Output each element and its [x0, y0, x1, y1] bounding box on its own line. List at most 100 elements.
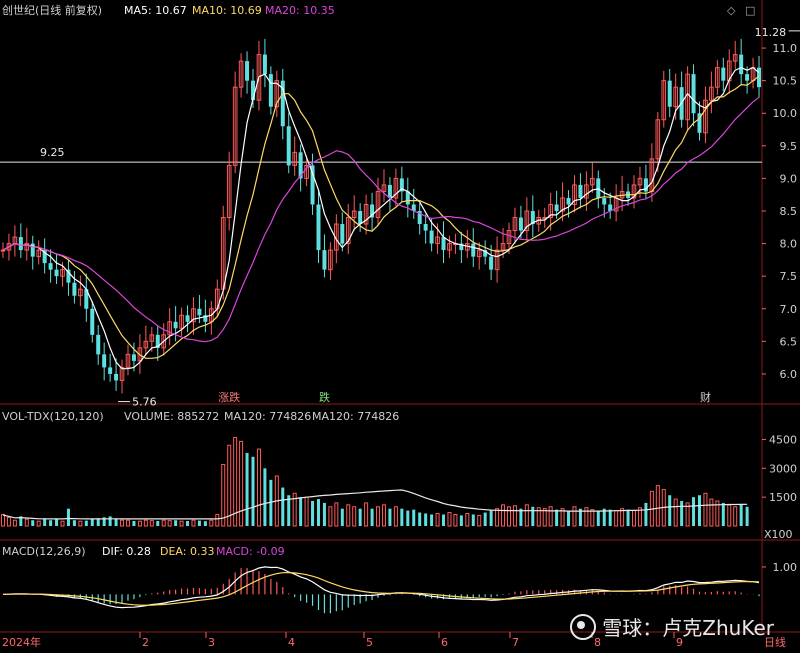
- volume-bar: [632, 510, 637, 527]
- price-tick-label: 9.5: [780, 140, 798, 153]
- volume-bar: [555, 509, 559, 526]
- candle-body: [429, 230, 434, 244]
- volume-bar: [608, 509, 612, 526]
- volume-bar: [524, 504, 529, 527]
- candle-body: [66, 269, 71, 283]
- volume-bar: [174, 520, 178, 526]
- candle-body: [745, 74, 750, 81]
- candle-body: [608, 204, 613, 211]
- candle-body: [709, 86, 714, 101]
- volume-bar: [96, 518, 100, 526]
- candle-body: [226, 164, 232, 219]
- candle-body: [108, 367, 113, 374]
- volume-bar: [239, 440, 244, 527]
- candle-body: [102, 354, 107, 368]
- candle-body: [78, 288, 83, 297]
- volume-bar: [263, 468, 267, 526]
- volume-bar: [102, 517, 106, 526]
- price-tick-label: 9.0: [780, 172, 798, 185]
- x-axis-label: 9: [676, 636, 683, 649]
- candle-body: [506, 230, 512, 245]
- volume-bar: [381, 504, 386, 527]
- volume-bar: [221, 463, 226, 527]
- volume-bar: [655, 485, 660, 527]
- candle-body: [304, 164, 309, 179]
- volume-bar: [137, 520, 142, 527]
- candle-body: [185, 315, 190, 322]
- candle-body: [24, 243, 30, 251]
- candle-body: [370, 204, 375, 218]
- ma20-label: MA20: 10.35: [265, 4, 335, 17]
- candle-body: [363, 203, 369, 225]
- volume-bar: [673, 498, 678, 527]
- candle-body: [554, 204, 559, 211]
- volume-bar: [132, 521, 136, 526]
- volume-bar: [55, 519, 59, 526]
- volume-bar: [626, 509, 630, 526]
- candle-body: [518, 217, 523, 231]
- candle-body: [119, 366, 125, 381]
- candle-body: [114, 373, 119, 381]
- volume-bar: [191, 519, 196, 527]
- price-tick-label: 7.5: [780, 270, 798, 283]
- price-tick-label: 6.0: [780, 368, 798, 381]
- candle-body: [435, 236, 440, 245]
- volume-ma-line: [2, 489, 748, 520]
- candle-body: [375, 190, 381, 219]
- volume-bar: [78, 520, 83, 527]
- candle-body: [417, 211, 422, 225]
- candle-body: [512, 217, 518, 232]
- volume-bar: [6, 516, 11, 527]
- candle-body: [358, 211, 363, 225]
- volume-bar: [90, 519, 94, 526]
- candle-body: [441, 237, 446, 251]
- event-marker: 跌: [319, 390, 330, 404]
- volume-bar: [733, 506, 738, 527]
- candle-body: [72, 282, 77, 296]
- x-axis-label: 3: [208, 636, 215, 649]
- candle-body: [423, 224, 428, 231]
- volume-bar: [548, 506, 553, 527]
- watermark-text: 雪球：卢克ZhuKer: [602, 616, 774, 640]
- volume-bar: [311, 501, 315, 526]
- volume-bar: [186, 521, 190, 526]
- candle-body: [572, 184, 577, 205]
- x-axis-label: 日线: [764, 635, 786, 649]
- volume-bar: [668, 495, 672, 526]
- candle-body: [405, 191, 410, 205]
- square-icon[interactable]: □: [745, 4, 756, 17]
- volume-bar: [287, 495, 291, 526]
- candle-body: [387, 184, 392, 198]
- diamond-icon[interactable]: ◇: [727, 4, 736, 17]
- volume-bar: [197, 520, 201, 526]
- candle-body: [566, 197, 571, 205]
- volume-bar: [567, 510, 571, 526]
- vol-ma120-label-b: MA120: 774826: [312, 410, 400, 423]
- candle-body: [489, 256, 494, 270]
- volume-bar: [209, 519, 214, 527]
- volume-bar: [156, 521, 160, 526]
- candle-body: [90, 308, 95, 335]
- volume-bar: [424, 513, 428, 526]
- volume-bar: [269, 479, 273, 526]
- candle-body: [673, 86, 678, 108]
- candle-body: [697, 113, 702, 133]
- candle-body: [191, 308, 196, 323]
- candle-body: [459, 243, 464, 251]
- price-tick-label: 10.5: [773, 75, 798, 88]
- price-tick-label: 7.0: [780, 303, 798, 316]
- candle-body: [548, 203, 553, 219]
- volume-bar: [251, 456, 255, 526]
- candle-body: [590, 177, 595, 186]
- volume-bar: [745, 506, 749, 526]
- volume-bar: [346, 504, 351, 527]
- candle-body: [500, 243, 506, 251]
- volume-bar: [406, 510, 410, 526]
- x-axis-label: 2: [142, 636, 149, 649]
- price-tick-label: 8.5: [780, 205, 798, 218]
- candle-body: [125, 353, 131, 368]
- candle-body: [18, 237, 23, 251]
- volume-bar: [304, 496, 309, 527]
- x-axis-label: 8: [594, 636, 601, 649]
